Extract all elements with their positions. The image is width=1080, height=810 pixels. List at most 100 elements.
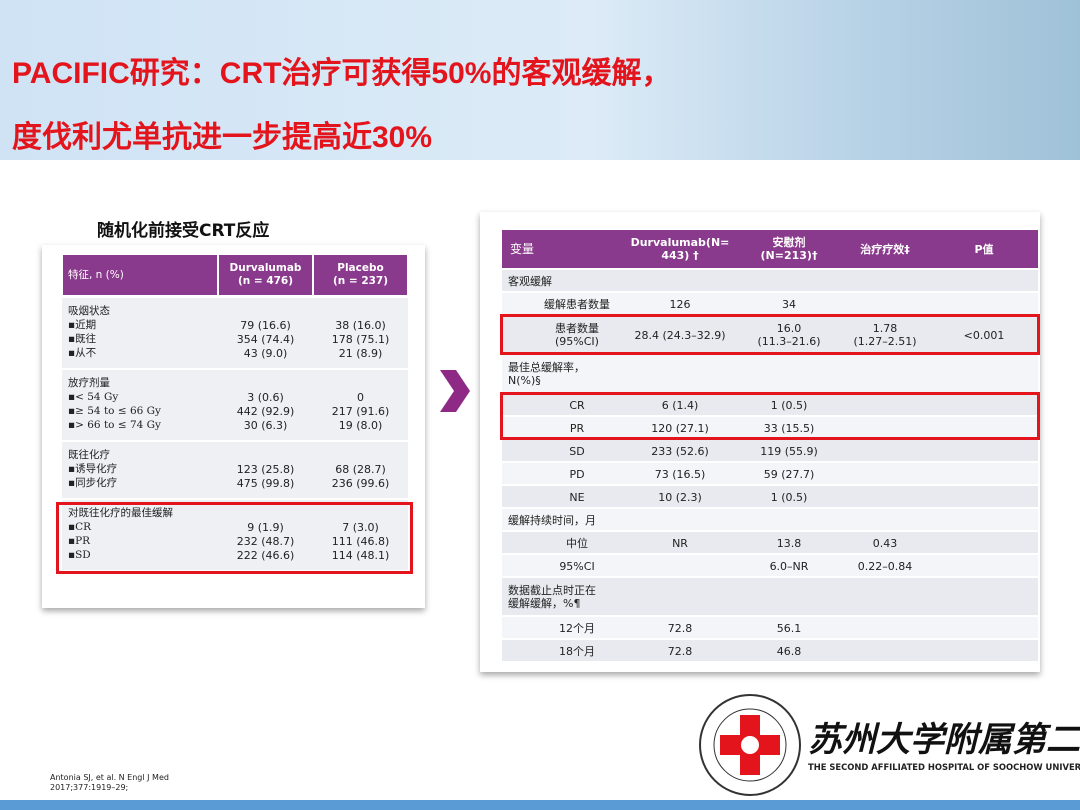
header-bg: [314, 255, 407, 295]
group-bg: [62, 298, 408, 368]
cell-value: 16.0 (11.3–21.6): [757, 322, 821, 348]
title-line: PACIFIC研究：CRT治疗可获得50%的客观缓解，: [12, 57, 672, 90]
row-label: ▪诱导化疗: [68, 462, 118, 475]
cell-value: 79 (16.6): [240, 318, 291, 332]
cell-value: 1.78 (1.27–2.51): [853, 322, 917, 348]
cell-value: 120 (27.1): [651, 421, 709, 435]
row-label: 缓解患者数量: [544, 297, 610, 311]
cell-value: 126: [669, 297, 691, 311]
cell-value: 178 (75.1): [331, 332, 390, 346]
cell-value: 9 (1.9): [247, 520, 284, 534]
group-title: 对既往化疗的最佳缓解: [68, 506, 173, 519]
cell-value: 28.4 (24.3–32.9): [634, 328, 726, 342]
header-bg: [219, 255, 312, 295]
logo-ring: [699, 694, 801, 796]
row-bg: [502, 555, 1038, 576]
group-title: 吸烟状态: [68, 304, 110, 317]
cell-value: 68 (28.7): [335, 462, 386, 476]
row-label: ▪> 66 to ≤ 74 Gy: [68, 418, 161, 431]
row-label: 18个月: [559, 644, 595, 658]
column-header: Placebo (n = 237): [332, 262, 389, 287]
row-label: 95%CI: [559, 559, 595, 573]
cell-value: 442 (92.9): [236, 404, 295, 418]
row-bg: [502, 270, 1038, 291]
cell-value: 354 (74.4): [236, 332, 295, 346]
cell-value: NR: [672, 536, 688, 550]
cell-value: 46.8: [776, 644, 802, 658]
cell-value: 56.1: [776, 621, 802, 635]
row-bg: [502, 316, 1038, 353]
header-bg: [622, 230, 738, 268]
cell-value: 0.43: [872, 536, 898, 550]
cell-value: 72.8: [667, 644, 693, 658]
cell-value: 10 (2.3): [658, 490, 702, 504]
group-bg: [62, 442, 408, 498]
header-bg: [930, 230, 1038, 268]
cell-value: 1 (0.5): [770, 490, 808, 504]
row-label: ▪PR: [68, 534, 91, 547]
cell-value: 72.8: [667, 621, 693, 635]
cell-value: 111 (46.8): [331, 534, 390, 548]
row-label: 中位: [566, 536, 588, 550]
row-label: ▪同步化疗: [68, 476, 118, 489]
highlight-box: [56, 502, 413, 574]
cell-value: 33 (15.5): [763, 421, 815, 435]
column-header: Durvalumab (n = 476): [229, 262, 302, 287]
cell-value: 0.22–0.84: [857, 559, 913, 573]
row-label: PR: [569, 421, 585, 435]
row-label: 12个月: [559, 621, 595, 635]
row-label: ▪从不: [68, 346, 97, 359]
row-bg: [502, 394, 1038, 415]
row-bg: [502, 417, 1038, 438]
bottom-bar: [0, 800, 1080, 810]
highlight-box: [500, 314, 1040, 355]
row-label: SD: [569, 444, 585, 458]
cell-value: 73 (16.5): [654, 467, 706, 481]
group-title: 放疗剂量: [68, 376, 110, 389]
group-title: 既往化疗: [68, 448, 110, 461]
column-header: 治疗疗效‡: [860, 242, 910, 256]
cell-value: 19 (8.0): [338, 418, 383, 432]
row-label: ▪≥ 54 to ≤ 66 Gy: [68, 404, 161, 417]
logo-center: [741, 736, 759, 754]
row-label: CR: [569, 398, 585, 412]
group-bg: [62, 370, 408, 440]
row-bg: [502, 486, 1038, 507]
row-label: ▪CR: [68, 520, 92, 533]
row-bg: [502, 355, 1038, 392]
title-line: 度伐利尤单抗进一步提高近30%: [12, 121, 433, 154]
row-label: PD: [569, 467, 585, 481]
banner: [0, 0, 1080, 160]
column-header: 特征, n (%): [68, 268, 124, 281]
cell-value: 0: [357, 390, 364, 404]
cell-value: 1 (0.5): [770, 398, 808, 412]
row-bg: [502, 440, 1038, 461]
cell-value: 43 (9.0): [243, 346, 288, 360]
row-label: ▪< 54 Gy: [68, 390, 119, 403]
cell-value: 119 (55.9): [760, 444, 818, 458]
cell-value: 6.0–NR: [769, 559, 809, 573]
cell-value: 7 (3.0): [342, 520, 379, 534]
cell-value: 21 (8.9): [338, 346, 383, 360]
cell-value: 13.8: [776, 536, 802, 550]
cell-value: 38 (16.0): [335, 318, 386, 332]
cell-value: 3 (0.6): [247, 390, 284, 404]
logo-emblem: [699, 694, 801, 796]
cell-value: 34: [782, 297, 796, 311]
header-bg: [738, 230, 840, 268]
row-label: 患者数量 (95%CI): [555, 322, 599, 348]
column-header: Durvalumab(N= 443) †: [630, 236, 730, 262]
cell-value: <0.001: [963, 328, 1005, 342]
footnote: Antonia SJ, et al. N Engl J Med 2017;377…: [50, 773, 169, 792]
row-bg: [502, 532, 1038, 553]
row-bg: [502, 509, 1038, 530]
row-label: ▪近期: [68, 318, 97, 331]
cell-value: 232 (48.7): [236, 534, 295, 548]
cell-value: 222 (46.6): [236, 548, 295, 562]
logo-ring: [713, 708, 787, 782]
section-label: 数据截止点时正在 缓解缓解，%¶: [508, 584, 596, 610]
header-bg: [840, 230, 930, 268]
cell-value: 114 (48.1): [331, 548, 390, 562]
row-label: NE: [569, 490, 585, 504]
